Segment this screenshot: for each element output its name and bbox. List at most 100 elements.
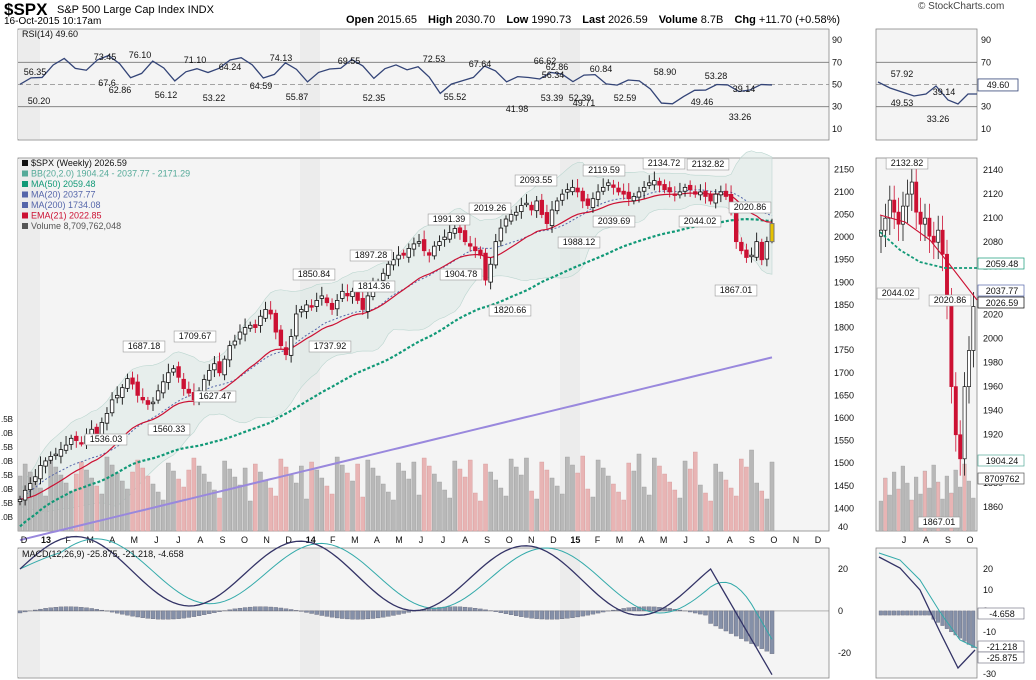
price-annotation: 1814.36 — [358, 281, 391, 291]
zoom-candle-body — [901, 205, 905, 225]
chg-label: Chg — [734, 14, 756, 26]
macd-histogram-bar — [155, 610, 161, 620]
rsi-title: RSI(14) 49.60 — [22, 29, 78, 39]
rsi-current-box — [977, 78, 1019, 92]
macd-zoom-histogram-bar — [900, 610, 905, 616]
zoom-volume-bar — [936, 481, 941, 532]
macd-histogram-bar — [22, 610, 28, 613]
macd-histogram-bar — [217, 610, 222, 612]
candle-body — [278, 329, 284, 347]
volume-bar — [616, 491, 621, 532]
rsi-zoom-label: 57.92 — [891, 69, 914, 79]
x-tick-label: N — [528, 535, 535, 545]
rsi-value-label: 62.86 — [109, 85, 132, 95]
macd-histogram-bar — [462, 606, 468, 612]
price-annotation-box — [582, 164, 626, 177]
volume-bar — [130, 471, 135, 532]
volume-bar — [626, 462, 632, 532]
zoom-candle-body — [923, 217, 927, 225]
macd-histogram-bar — [396, 610, 401, 615]
x-tick-label: O — [770, 535, 777, 545]
macd-histogram-bar — [253, 606, 258, 612]
volume-bar — [380, 483, 386, 532]
macd-histogram-bar — [130, 610, 135, 617]
macd-zoom-histogram-bar — [936, 610, 940, 623]
price-annotation: 1991.39 — [433, 214, 466, 224]
macd-histogram-bar — [375, 610, 381, 619]
volume-bar — [227, 468, 232, 532]
volume-bar — [268, 487, 273, 532]
volume-bar — [109, 464, 115, 532]
macd-histogram-bar — [207, 610, 212, 614]
macd-histogram-bar — [585, 610, 591, 616]
volume-bar — [733, 495, 739, 532]
macd-zoom-histogram-bar — [905, 610, 910, 616]
zoom-tick-label: 1920 — [983, 430, 1003, 440]
volume-bar — [580, 455, 585, 532]
zoom-tick-label: 2140 — [983, 165, 1003, 175]
macd-histogram-bar — [580, 610, 585, 617]
candle-body — [421, 239, 427, 252]
candle-body — [503, 218, 509, 227]
macd-zoom-histogram-bar — [966, 610, 971, 645]
candle-body — [161, 381, 166, 394]
zoom-candle-body — [909, 181, 914, 195]
candle-body — [621, 190, 626, 195]
volume-bar — [677, 497, 683, 532]
macd-histogram-bar — [381, 610, 386, 618]
zoom-annotation-box — [885, 157, 929, 170]
volume-bar — [207, 481, 212, 532]
volume-bar — [84, 469, 89, 532]
volume-bar — [754, 482, 759, 532]
legend-swatch — [22, 202, 28, 208]
candle-body — [416, 241, 422, 244]
candle-body — [53, 453, 58, 457]
volume-bar — [560, 493, 565, 532]
macd-value-label: -25.875 — [987, 653, 1018, 663]
macd-zoom-histogram-bar — [953, 610, 958, 636]
chart-header: $SPX S&P 500 Large Cap Index INDX 16-Oct… — [0, 0, 1036, 28]
volume-bar — [657, 465, 662, 532]
price-annotation: 2134.72 — [648, 158, 681, 168]
zoom-tick-label: 2000 — [983, 333, 1003, 343]
zoom-ema21-line — [879, 214, 978, 301]
volume-bar — [120, 480, 125, 532]
candle-body — [253, 324, 258, 328]
candle-body — [677, 191, 683, 196]
volume-label: Volume — [658, 14, 698, 26]
candle-body — [150, 401, 156, 405]
zoom-value-label: 2026.59 — [986, 298, 1019, 308]
volume-bar — [411, 461, 417, 532]
x-tick-label: D — [815, 535, 822, 545]
macd-tick-label: -20 — [838, 648, 851, 658]
candle-body — [554, 200, 560, 212]
price-tick-label: 1550 — [834, 436, 854, 446]
zoom-x-tick-label: S — [945, 535, 951, 545]
price-annotation: 2119.59 — [588, 165, 620, 175]
macd-zoom-tick-label: 20 — [983, 564, 993, 574]
macd-histogram-bar — [94, 609, 99, 612]
zoom-value-box — [977, 284, 1025, 297]
rsi-tick-label: 10 — [832, 124, 842, 134]
zoom-tick-label: 1940 — [983, 406, 1003, 416]
macd-histogram-bar — [437, 607, 442, 612]
volume-bar — [442, 489, 447, 532]
candle-body — [406, 248, 411, 258]
rsi-value-label: 67.64 — [469, 59, 492, 69]
macd-histogram-bar — [554, 610, 560, 620]
macd-histogram-bar — [355, 610, 360, 620]
volume-bar — [590, 496, 596, 532]
zoom-x-tick-label: A — [923, 535, 929, 545]
macd-histogram-bar — [365, 610, 371, 620]
price-tick-label: 2000 — [834, 232, 854, 242]
zoom-annotation: 2044.02 — [882, 288, 915, 298]
zoom-volume-bar — [931, 464, 936, 532]
macd-histogram-bar — [150, 610, 156, 619]
macd-histogram-bar — [713, 610, 718, 627]
volume-bar — [519, 474, 524, 532]
price-annotation-box — [84, 433, 128, 446]
candle-body — [723, 190, 729, 197]
volume-bar — [191, 457, 197, 532]
candle-body — [549, 209, 555, 226]
volume-bar — [646, 494, 652, 532]
